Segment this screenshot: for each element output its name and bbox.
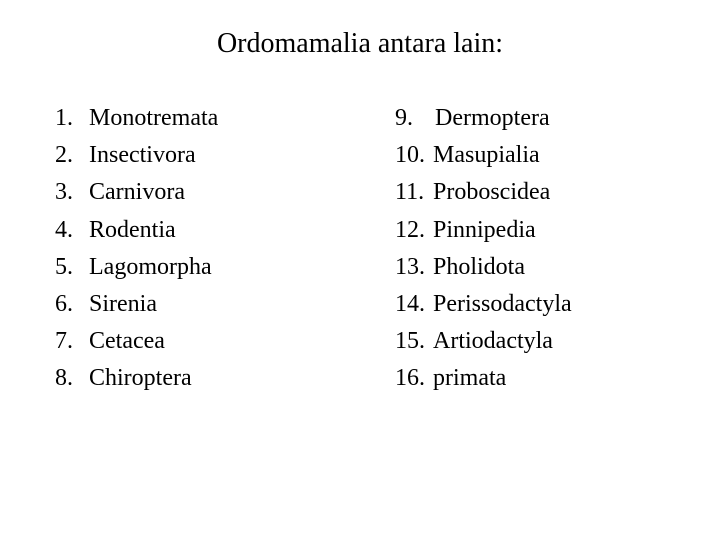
page-title: Ordomamalia antara lain: xyxy=(0,0,720,100)
list-item-label: Monotremata xyxy=(89,100,218,137)
list-item: 5.Lagomorpha xyxy=(55,249,395,286)
list-item-label: Proboscidea xyxy=(433,174,550,211)
list-item-label: Sirenia xyxy=(89,286,157,323)
list-item-number: 6. xyxy=(55,286,89,323)
left-column: 1.Monotremata2.Insectivora3.Carnivora4.R… xyxy=(55,100,395,398)
list-item-label: Rodentia xyxy=(89,212,176,249)
list-item: 1.Monotremata xyxy=(55,100,395,137)
list-item-label: primata xyxy=(433,360,506,397)
list-item: 10.Masupialia xyxy=(395,137,715,174)
list-item-number: 11. xyxy=(395,174,433,211)
columns-container: 1.Monotremata2.Insectivora3.Carnivora4.R… xyxy=(0,100,720,398)
list-item-label: Pinnipedia xyxy=(433,212,536,249)
list-item: 7.Cetacea xyxy=(55,323,395,360)
list-item-label: Masupialia xyxy=(433,137,540,174)
list-item-label: Cetacea xyxy=(89,323,165,360)
list-item-number: 1. xyxy=(55,100,89,137)
list-item: 4.Rodentia xyxy=(55,212,395,249)
list-item-number: 13. xyxy=(395,249,433,286)
list-item: 14.Perissodactyla xyxy=(395,286,715,323)
list-item-number: 9. xyxy=(395,100,435,137)
list-item-number: 2. xyxy=(55,137,89,174)
list-item-label: Artiodactyla xyxy=(433,323,553,360)
list-item-label: Dermoptera xyxy=(435,100,550,137)
list-item: 16.primata xyxy=(395,360,715,397)
list-item: 13.Pholidota xyxy=(395,249,715,286)
list-item: 15.Artiodactyla xyxy=(395,323,715,360)
list-item: 12.Pinnipedia xyxy=(395,212,715,249)
right-column: 9.Dermoptera10.Masupialia11.Proboscidea1… xyxy=(395,100,715,398)
list-item-number: 15. xyxy=(395,323,433,360)
list-item: 6.Sirenia xyxy=(55,286,395,323)
list-item-number: 10. xyxy=(395,137,433,174)
list-item-number: 5. xyxy=(55,249,89,286)
list-item-label: Carnivora xyxy=(89,174,185,211)
list-item-number: 16. xyxy=(395,360,433,397)
list-item-number: 3. xyxy=(55,174,89,211)
list-item-number: 4. xyxy=(55,212,89,249)
list-item-label: Pholidota xyxy=(433,249,525,286)
list-item: 9.Dermoptera xyxy=(395,100,715,137)
list-item-label: Chiroptera xyxy=(89,360,192,397)
list-item-label: Lagomorpha xyxy=(89,249,212,286)
list-item-number: 8. xyxy=(55,360,89,397)
list-item-number: 12. xyxy=(395,212,433,249)
list-item: 11.Proboscidea xyxy=(395,174,715,211)
list-item-label: Perissodactyla xyxy=(433,286,572,323)
list-item: 3.Carnivora xyxy=(55,174,395,211)
list-item-number: 14. xyxy=(395,286,433,323)
list-item-number: 7. xyxy=(55,323,89,360)
list-item: 2.Insectivora xyxy=(55,137,395,174)
list-item: 8.Chiroptera xyxy=(55,360,395,397)
list-item-label: Insectivora xyxy=(89,137,196,174)
